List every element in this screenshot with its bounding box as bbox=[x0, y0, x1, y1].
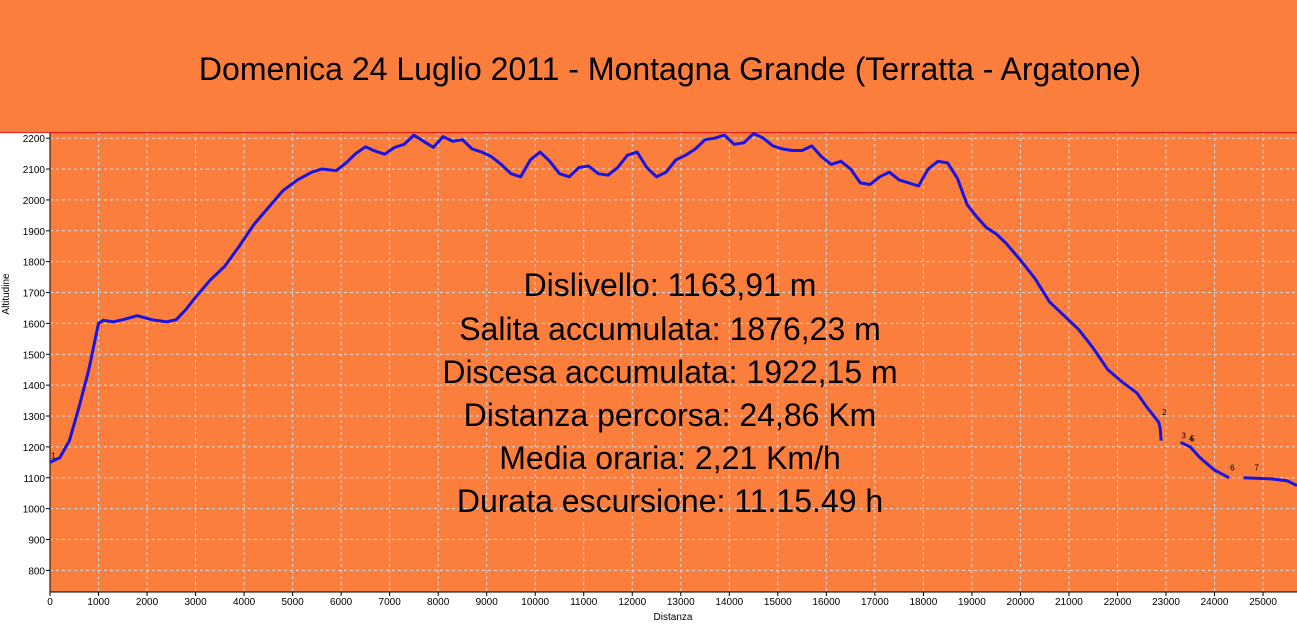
waypoint-label: 7 bbox=[1254, 464, 1259, 473]
y-tick-label: 1100 bbox=[23, 474, 45, 485]
y-tick-label: 1600 bbox=[23, 319, 46, 330]
x-tick-label: 20000 bbox=[1007, 597, 1035, 608]
x-tick-label: 24000 bbox=[1201, 597, 1229, 608]
x-tick-label: 4000 bbox=[233, 597, 256, 608]
waypoint-label: 5 bbox=[1190, 434, 1195, 443]
x-axis-label: Distanza bbox=[654, 612, 693, 623]
x-tick-label: 10000 bbox=[521, 597, 549, 608]
y-tick-label: 1900 bbox=[23, 227, 46, 238]
waypoint-label: 1 bbox=[51, 451, 56, 460]
elevation-line-segment bbox=[1179, 440, 1230, 480]
x-tick-label: 23000 bbox=[1152, 597, 1180, 608]
chart-title: Domenica 24 Luglio 2011 - Montagna Grand… bbox=[199, 51, 1141, 87]
x-tick-label: 5000 bbox=[281, 597, 304, 608]
y-tick-label: 2100 bbox=[23, 165, 46, 176]
y-tick-label: 1700 bbox=[23, 289, 46, 300]
waypoint-label: 6 bbox=[1230, 464, 1235, 473]
x-tick-label: 25000 bbox=[1249, 597, 1277, 608]
y-axis-label: Altitudine bbox=[1, 273, 12, 315]
y-tick-label: 800 bbox=[28, 566, 45, 577]
y-tick-label: 2000 bbox=[23, 196, 46, 207]
y-tick-label: 1200 bbox=[23, 443, 46, 454]
x-tick-label: 0 bbox=[47, 597, 53, 608]
waypoint-label: 4 bbox=[1189, 434, 1194, 443]
x-tick-label: 7000 bbox=[379, 597, 402, 608]
stat-media-oraria: Media oraria: 2,21 Km/h bbox=[499, 440, 841, 476]
y-tick-label: 900 bbox=[28, 536, 45, 547]
stat-distanza: Distanza percorsa: 24,86 Km bbox=[464, 397, 877, 433]
statistics-block: Dislivello: 1163,91 m Salita accumulata:… bbox=[442, 267, 897, 519]
stat-durata: Durata escursione: 11.15.49 h bbox=[457, 483, 883, 519]
x-tick-label: 2000 bbox=[136, 597, 159, 608]
x-tick-label: 12000 bbox=[618, 597, 646, 608]
plot-area bbox=[50, 132, 1297, 592]
title-banner bbox=[0, 0, 1297, 132]
x-tick-label: 17000 bbox=[861, 597, 889, 608]
x-tick-label: 21000 bbox=[1055, 597, 1083, 608]
elevation-line-segment bbox=[1243, 476, 1297, 487]
x-tick-label: 9000 bbox=[476, 597, 499, 608]
x-tick-label: 11000 bbox=[570, 597, 598, 608]
stat-dislivello: Dislivello: 1163,91 m bbox=[524, 267, 817, 303]
x-tick-label: 18000 bbox=[909, 597, 937, 608]
x-tick-label: 22000 bbox=[1104, 597, 1132, 608]
x-tick-label: 14000 bbox=[715, 597, 743, 608]
waypoint-label: 3 bbox=[1182, 431, 1187, 440]
y-tick-labels: 800 900 1000 1100 1200 1300 1400 1500 1600 1700 18… bbox=[23, 134, 50, 577]
stat-salita: Salita accumulata: 1876,23 m bbox=[459, 311, 881, 347]
x-tick-label: 15000 bbox=[764, 597, 792, 608]
x-tick-label: 19000 bbox=[958, 597, 986, 608]
elevation-series bbox=[49, 132, 1297, 487]
y-tick-label: 1400 bbox=[23, 381, 46, 392]
y-tick-label: 1500 bbox=[23, 350, 46, 361]
y-tick-label: 1300 bbox=[23, 412, 46, 423]
waypoint-label: 2 bbox=[1162, 408, 1167, 417]
x-tick-labels: 0 1000 2000 3000 4000 5000 6000 7000 8000 9000 100… bbox=[47, 592, 1277, 608]
x-tick-label: 3000 bbox=[184, 597, 207, 608]
x-tick-label: 16000 bbox=[812, 597, 840, 608]
elevation-line-segment bbox=[49, 132, 1163, 464]
x-tick-label: 6000 bbox=[330, 597, 353, 608]
x-tick-label: 1000 bbox=[87, 597, 110, 608]
y-tick-label: 1800 bbox=[23, 258, 46, 269]
x-tick-label: 13000 bbox=[667, 597, 695, 608]
x-tick-label: 8000 bbox=[427, 597, 450, 608]
y-tick-label: 2200 bbox=[23, 134, 46, 145]
stat-discesa: Discesa accumulata: 1922,15 m bbox=[442, 354, 897, 390]
grid bbox=[50, 132, 1297, 592]
waypoint-markers: 1 2 3 45 6 7 bbox=[51, 408, 1259, 473]
y-tick-label: 1000 bbox=[23, 505, 46, 516]
